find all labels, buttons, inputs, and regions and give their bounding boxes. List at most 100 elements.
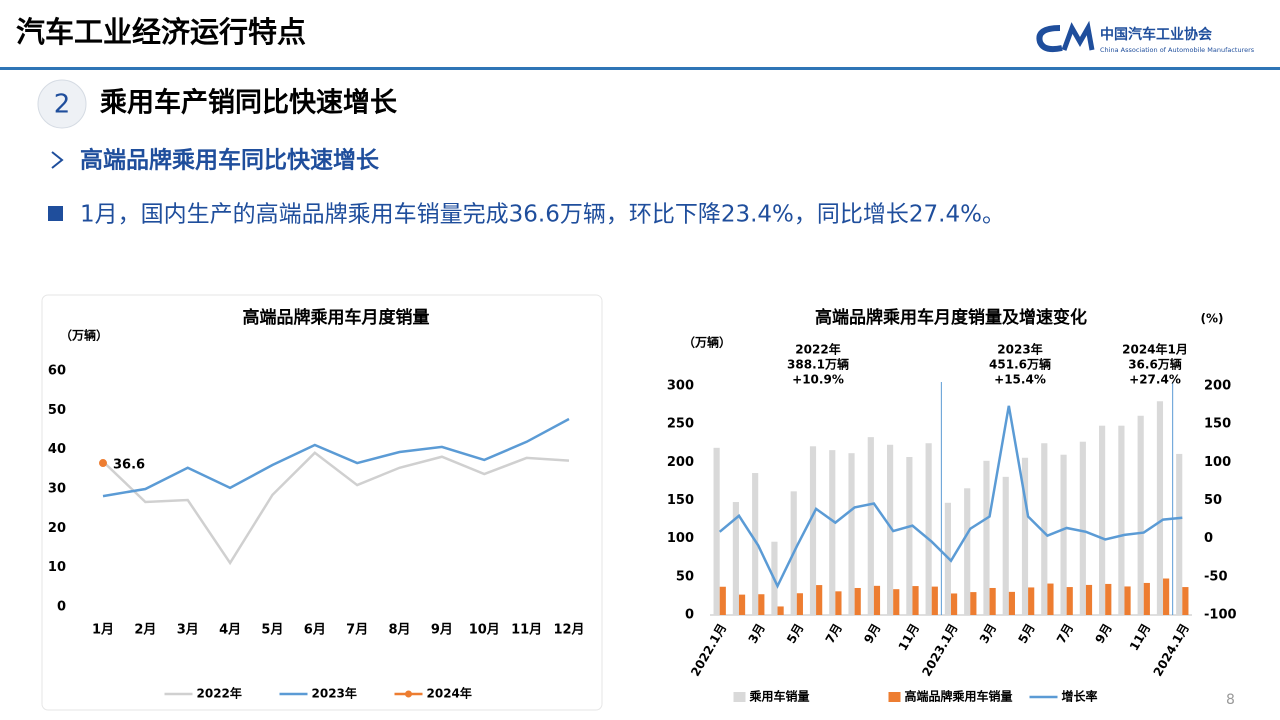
y-axis-label: （万辆）: [60, 328, 108, 343]
annotation: 36.6万辆: [1128, 357, 1182, 372]
x-tick-label: 3月: [177, 623, 199, 638]
page-number: 8: [1226, 692, 1235, 708]
annotation: 451.6万辆: [989, 357, 1051, 372]
point: [99, 459, 107, 468]
bar: [989, 587, 996, 615]
bar: [1105, 583, 1112, 615]
x-tick-label: 10月: [469, 623, 500, 638]
bar: [719, 586, 726, 615]
data-label: 36.6: [113, 458, 145, 473]
bar: [1124, 586, 1131, 615]
legend-swatch: [888, 692, 901, 702]
header-rule: [0, 67, 1280, 70]
bar: [887, 444, 894, 615]
legend-label: 高端品牌乘用车销量: [905, 689, 1013, 704]
bar: [1060, 454, 1067, 615]
y2-tick-label: 0: [1204, 531, 1213, 546]
legend-label: 2023年: [312, 686, 357, 701]
bar: [1182, 587, 1189, 615]
annotation: 2024年1月: [1122, 342, 1188, 357]
annotation: +27.4%: [1129, 373, 1181, 387]
y2-tick-label: -50: [1204, 569, 1228, 584]
bar: [854, 587, 861, 615]
logo-mark: [1061, 20, 1095, 51]
bar: [1066, 587, 1073, 615]
bar: [1085, 584, 1093, 615]
bar: [1137, 415, 1144, 615]
line: [102, 417, 570, 498]
bullet-text: 1月，国内生产的高端品牌乘用车销量完成36.6万辆，环比下降23.4%，同比增长…: [80, 202, 1005, 228]
x-tick-label: 4月: [219, 623, 241, 638]
bar: [835, 591, 842, 615]
bar: [816, 585, 823, 615]
y-tick-label: 10: [48, 560, 66, 575]
bar: [1028, 587, 1035, 615]
bar: [925, 443, 932, 615]
x-tick-label: 6月: [304, 623, 326, 638]
bar: [713, 447, 720, 615]
bar: [738, 594, 746, 615]
section-title: 乘用车产销同比快速增长: [99, 87, 398, 119]
y2-tick-label: 150: [1204, 417, 1231, 432]
chart-title: 高端品牌乘用车月度销量: [243, 307, 430, 328]
x-tick-label: 12月: [553, 623, 584, 638]
annotation: +15.4%: [994, 373, 1046, 387]
y-tick-label: 250: [667, 417, 694, 432]
subtitle: 高端品牌乘用车同比快速增长: [80, 147, 380, 174]
bar: [873, 585, 881, 615]
x-tick-label: 8月: [389, 623, 411, 638]
bar: [867, 437, 874, 615]
y-tick-label: 60: [48, 364, 66, 379]
chart-title: 高端品牌乘用车月度销量及增速变化: [815, 307, 1087, 328]
bar: [1079, 441, 1086, 615]
line: [102, 451, 570, 566]
bar: [809, 446, 817, 615]
line: [718, 405, 1183, 589]
y-tick-label: 0: [57, 600, 66, 615]
bar: [752, 473, 759, 615]
arrow-bullet: [51, 151, 64, 169]
legend-swatch: [733, 692, 746, 702]
y-tick-label: 50: [48, 403, 66, 418]
bar: [906, 456, 913, 615]
y-tick-label: 300: [667, 379, 694, 394]
slide-title: 汽车工业经济运行特点: [16, 15, 306, 49]
bar: [1047, 583, 1054, 615]
x-tick-label: 11月: [511, 623, 542, 638]
y-tick-label: 40: [48, 442, 66, 457]
y-tick-label: 30: [48, 482, 66, 497]
legend-label: 增长率: [1062, 689, 1098, 704]
bar: [829, 450, 836, 615]
annotation: 2022年: [795, 342, 840, 357]
bar: [893, 589, 900, 615]
org-name-en: China Association of Automobile Manufact…: [1100, 46, 1255, 54]
y2-tick-label: 200: [1204, 379, 1231, 394]
y-tick-label: 200: [667, 455, 694, 470]
bar: [983, 460, 990, 615]
section-badge: [37, 79, 87, 129]
bar: [970, 592, 977, 615]
x-tick-label: 5月: [261, 623, 283, 638]
annotation: +10.9%: [792, 373, 844, 387]
y2-tick-label: 50: [1204, 493, 1222, 508]
bar: [758, 594, 765, 615]
x-tick-label: 1月: [92, 623, 114, 638]
bar: [848, 453, 855, 615]
bar: [1156, 401, 1164, 615]
y-tick-label: 50: [676, 569, 694, 584]
bar: [912, 586, 919, 615]
y-tick-label: 150: [667, 493, 694, 508]
x-tick-label: 7月: [346, 623, 368, 638]
y-tick-label: 100: [667, 531, 694, 546]
y-tick-label: 20: [48, 521, 66, 536]
bar: [777, 606, 784, 615]
y2-tick-label: -100: [1204, 608, 1237, 623]
bar: [1118, 425, 1125, 615]
x-tick-label: 9月: [431, 623, 453, 638]
bar: [1002, 476, 1009, 615]
y2-axis-label: (%): [1201, 312, 1224, 326]
org-name: 中国汽车工业协会: [1100, 26, 1213, 43]
bar: [732, 502, 739, 615]
annotation: 388.1万辆: [787, 357, 849, 372]
legend-marker: [405, 690, 412, 698]
